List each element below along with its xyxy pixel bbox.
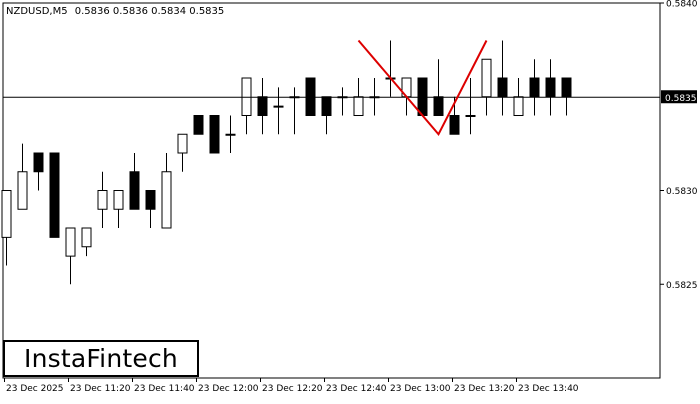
x-tick-label: 23 Dec 2025 xyxy=(6,384,64,394)
candle-body xyxy=(257,96,268,116)
y-tick-label: 0.5840 xyxy=(666,0,698,10)
double-top-pattern-line xyxy=(357,39,488,137)
candle-body xyxy=(209,115,220,154)
x-tick-label: 23 Dec 13:40 xyxy=(518,384,579,394)
candle-body xyxy=(177,133,188,154)
candle-body xyxy=(545,77,556,98)
candle-body xyxy=(97,190,108,210)
ohlc-values: 0.5836 0.5836 0.5834 0.5835 xyxy=(74,6,225,17)
current-price-tag xyxy=(661,90,697,104)
candle-body xyxy=(145,190,156,210)
candle-body xyxy=(353,96,364,116)
candle-body xyxy=(433,96,444,116)
x-tick-label: 23 Dec 12:40 xyxy=(326,384,387,394)
candle-body xyxy=(497,77,508,98)
y-tick-label: 0.5830 xyxy=(666,187,698,197)
candle-body xyxy=(529,77,540,98)
candle-body xyxy=(449,115,460,135)
candle-body xyxy=(129,171,140,210)
candle-body xyxy=(81,227,92,248)
brand-logo: InstaFintech xyxy=(3,340,199,377)
y-tick-label: 0.5825 xyxy=(666,281,698,291)
symbol-name: NZDUSD,M5 xyxy=(6,6,68,17)
candle-body xyxy=(513,96,524,116)
candle-body xyxy=(321,96,332,116)
x-tick-label: 23 Dec 13:00 xyxy=(390,384,451,394)
candle-body xyxy=(113,190,124,210)
x-tick-label: 23 Dec 11:40 xyxy=(134,384,195,394)
x-tick-label: 23 Dec 12:20 xyxy=(262,384,323,394)
candle-body xyxy=(33,152,44,173)
x-tick-label: 23 Dec 12:00 xyxy=(198,384,259,394)
current-price-label: 0.5835 xyxy=(665,94,697,104)
candle-body xyxy=(49,152,60,238)
candle-body xyxy=(561,77,572,98)
symbol-header: NZDUSD,M5 0.5836 0.5836 0.5834 0.5835 xyxy=(6,6,224,17)
logo-text: InstaFintech xyxy=(24,344,178,373)
candle-body xyxy=(225,133,236,136)
candle-body xyxy=(465,115,476,117)
x-tick-label: 23 Dec 13:20 xyxy=(454,384,515,394)
x-tick-label: 23 Dec 11:20 xyxy=(70,384,131,394)
candle-body xyxy=(481,58,492,98)
candle-body xyxy=(17,171,28,210)
candle-body xyxy=(193,115,204,135)
candle-body xyxy=(273,105,284,108)
candle-body xyxy=(65,227,76,257)
candle-body xyxy=(1,190,12,238)
candle-body xyxy=(161,171,172,229)
